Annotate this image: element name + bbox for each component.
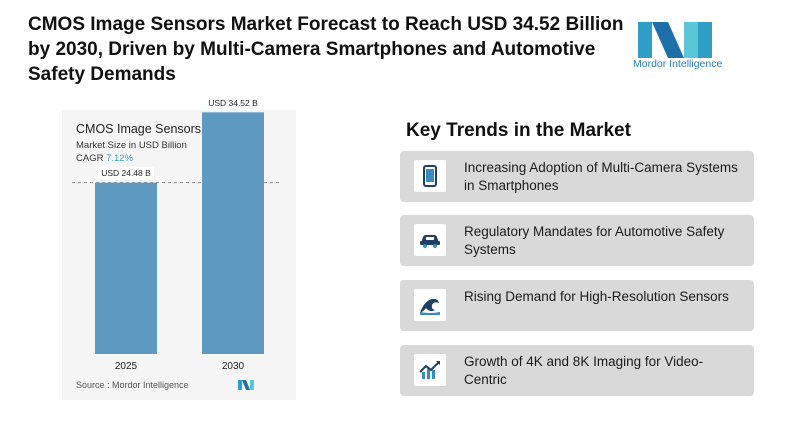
bar-2025 (95, 182, 157, 354)
trend-label: Growth of 4K and 8K Imaging for Video-Ce… (464, 354, 704, 387)
data-label: USD 24.48 B (101, 168, 151, 178)
growth-chart-icon (419, 361, 440, 379)
trends-title: Key Trends in the Market (406, 120, 631, 141)
brand-name: Mordor Intelligence (633, 58, 723, 70)
trend-card-4k-8k: Growth of 4K and 8K Imaging for Video-Ce… (400, 345, 754, 396)
smartphone-icon (423, 165, 437, 187)
cagr-value: 7.12% (106, 153, 134, 164)
car-icon (420, 235, 440, 248)
bar-2030 (202, 112, 264, 354)
trend-label: Rising Demand for High-Resolution Sensor… (464, 289, 729, 304)
trend-card-automotive: Regulatory Mandates for Automotive Safet… (400, 215, 754, 266)
trend-card-high-resolution: Rising Demand for High-Resolution Sensor… (400, 280, 754, 331)
data-label-box (205, 96, 261, 110)
data-label: USD 34.52 B (208, 98, 258, 108)
x-tick-label: 2025 (115, 361, 138, 372)
data-label-box (98, 166, 154, 180)
cagr-label: CAGR (76, 153, 104, 164)
chart-subtitle: Market Size in USD Billion (76, 140, 187, 151)
wave-icon (420, 298, 440, 315)
chart-logo-icon (238, 380, 254, 390)
chart-title: CMOS Image Sensors Market (76, 122, 243, 136)
mordor-logo-icon (638, 22, 712, 58)
chart-source: Source : Mordor Intelligence (76, 380, 189, 390)
x-tick-label: 2030 (222, 361, 245, 372)
trend-label: Regulatory Mandates for Automotive Safet… (464, 224, 725, 257)
trend-card-multi-camera: Increasing Adoption of Multi-Camera Syst… (400, 151, 754, 202)
page-headline: CMOS Image Sensors Market Forecast to Re… (28, 14, 624, 85)
trend-label: Increasing Adoption of Multi-Camera Syst… (464, 160, 738, 193)
chart-cagr: CAGR 7.12% (76, 153, 133, 164)
